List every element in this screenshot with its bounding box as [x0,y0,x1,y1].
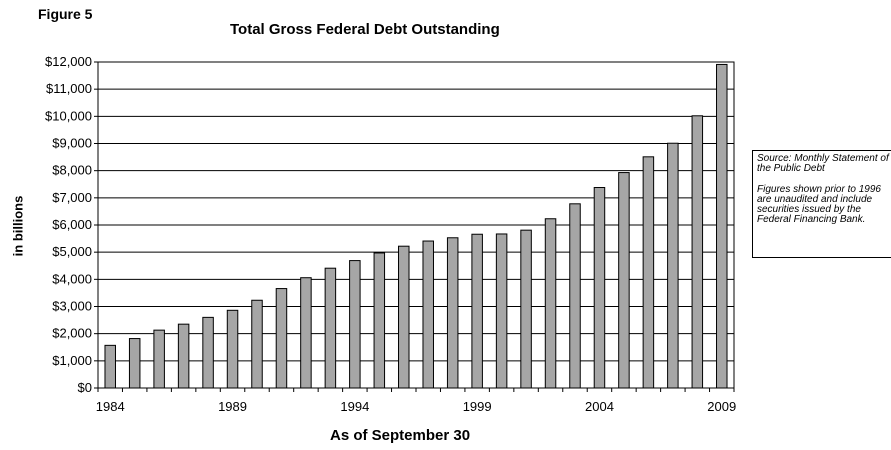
bar-1995 [373,252,386,389]
source-note-text: Source: Monthly Statement of the Public … [757,153,889,174]
x-tick-label: 1999 [463,399,492,414]
x-tick-label: 2009 [707,399,736,414]
bar-2006 [642,156,655,389]
bar-2009 [716,63,728,389]
y-tick-label: $0 [78,380,92,395]
y-tick-label: $9,000 [52,136,92,151]
bar-1984 [104,344,116,389]
bar-1991 [275,288,288,389]
y-tick-label: $11,000 [46,81,92,96]
disclaimer-note-text: Figures shown prior to 1996 are unaudite… [757,184,881,225]
bar-2001 [520,229,532,389]
y-tick-label: $6,000 [52,217,92,232]
x-tick-label: 1989 [218,399,247,414]
y-tick-label: $8,000 [52,163,92,178]
y-tick-label: $4,000 [52,271,92,286]
x-tick-label: 2004 [585,399,614,414]
bar-1997 [422,240,434,389]
bar-2002 [544,218,557,389]
x-tick-label: 1984 [96,399,125,414]
bar-1993 [324,267,337,389]
bar-1999 [471,233,483,389]
y-tick-label: $3,000 [52,299,92,314]
bar-1985 [128,338,141,389]
bar-1989 [226,309,239,389]
bar-1988 [202,316,214,389]
bar-2008 [691,115,704,389]
bar-1998 [446,237,459,389]
y-tick-label: $7,000 [52,190,92,205]
y-tick-label: $1,000 [52,353,92,368]
x-tick-label: 1994 [340,399,369,414]
bar-2007 [667,142,679,389]
x-axis-label: As of September 30 [330,427,471,444]
y-tick-label: $10,000 [45,108,92,123]
y-tick-label: $2,000 [52,326,92,341]
bar-1992 [300,277,312,389]
bar-2000 [495,233,508,389]
figure-label: Figure 5 [38,6,93,22]
y-tick-label: $12,000 [45,54,92,69]
bar-2004 [593,187,606,389]
bar-1994 [349,260,361,389]
bar-2005 [618,172,630,389]
bar-1990 [251,299,263,389]
source-note-box: Source: Monthly Statement of the Public … [752,150,891,258]
bar-2003 [569,203,581,389]
bar-1987 [177,323,190,389]
y-tick-label: $5,000 [52,244,92,259]
bar-1996 [398,245,410,389]
chart-title: Total Gross Federal Debt Outstanding [230,21,500,38]
bar-1986 [153,329,165,389]
